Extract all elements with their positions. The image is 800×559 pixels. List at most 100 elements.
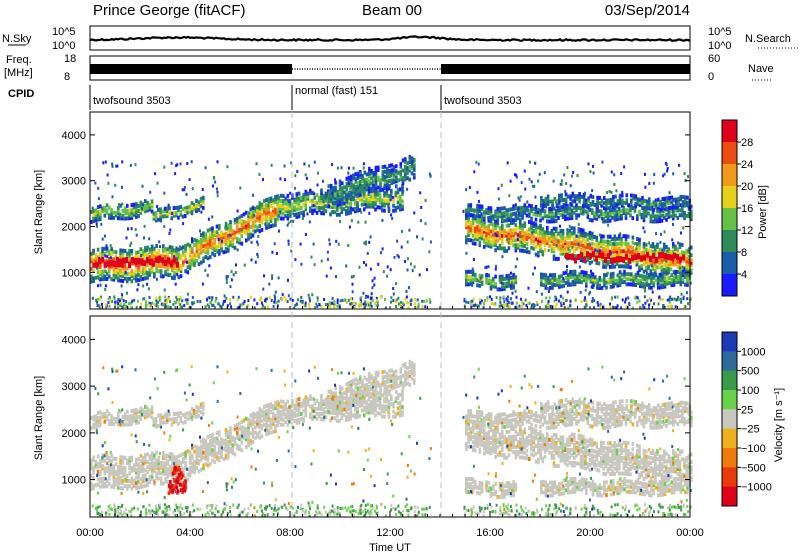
echo-cell	[157, 208, 160, 212]
echo-cell	[517, 238, 519, 241]
echo-cell	[375, 166, 378, 170]
echo-cell	[426, 300, 428, 303]
echo-cell	[490, 230, 493, 234]
echo-cell	[598, 241, 601, 245]
echo-cell	[562, 206, 564, 209]
echo-cell	[191, 206, 194, 210]
echo-cell	[131, 476, 134, 480]
echo-cell	[535, 223, 537, 226]
echo-cell	[223, 300, 225, 303]
echo-cell	[599, 234, 601, 237]
echo-cell	[186, 261, 188, 264]
echo-cell	[211, 226, 214, 230]
echo-cell	[126, 216, 129, 220]
echo-cell	[125, 300, 127, 303]
echo-cell	[302, 217, 304, 220]
echo-cell	[394, 256, 396, 259]
echo-cell	[178, 459, 181, 463]
echo-cell	[176, 298, 178, 301]
echo-cell	[544, 248, 547, 252]
echo-cell	[193, 243, 196, 247]
echo-cell	[101, 257, 104, 263]
echo-cell	[652, 253, 655, 259]
echo-cell	[646, 275, 649, 279]
echo-cell	[503, 295, 505, 298]
echo-cell	[358, 304, 360, 307]
echo-cell	[589, 218, 592, 222]
nave-tick-top: 60	[708, 53, 720, 65]
echo-cell	[274, 208, 277, 212]
echo-cell	[278, 300, 280, 303]
echo-cell	[168, 206, 171, 210]
echo-cell	[198, 252, 201, 256]
echo-cell	[410, 303, 412, 306]
echo-cell	[168, 204, 170, 207]
echo-cell	[216, 245, 219, 249]
echo-cell	[508, 246, 511, 250]
echo-cell	[670, 255, 673, 261]
echo-cell	[352, 290, 354, 293]
echo-cell	[627, 235, 630, 239]
echo-cell	[162, 482, 165, 486]
echo-cell	[236, 431, 239, 435]
echo-cell	[605, 263, 607, 266]
echo-cell	[672, 200, 674, 203]
echo-cell	[108, 213, 111, 217]
echo-cell	[173, 258, 176, 264]
echo-cell	[363, 162, 365, 165]
nsky-tick-top: 10^5	[52, 26, 76, 38]
echo-cell	[545, 197, 548, 201]
echo-cell	[122, 249, 125, 253]
echo-cell	[257, 235, 259, 238]
echo-cell	[107, 174, 109, 177]
echo-cell	[236, 224, 239, 228]
echo-cell	[225, 438, 228, 442]
echo-cell	[339, 220, 341, 223]
echo-cell	[674, 214, 677, 218]
echo-cell	[648, 182, 650, 185]
echo-cell	[226, 165, 228, 168]
echo-cell	[411, 171, 414, 175]
echo-cell	[640, 281, 642, 284]
echo-cell	[131, 300, 133, 303]
echo-cell	[623, 201, 626, 205]
echo-cell	[105, 284, 107, 287]
echo-cell	[246, 306, 248, 309]
echo-cell	[144, 468, 147, 472]
echo-cell	[668, 281, 671, 285]
echo-cell	[182, 260, 185, 264]
echo-cell	[282, 212, 285, 216]
echo-cell	[494, 275, 497, 279]
echo-cell	[329, 305, 331, 308]
echo-cell	[317, 184, 319, 187]
echo-cell	[384, 298, 386, 301]
echo-cell	[395, 282, 397, 285]
echo-cell	[216, 441, 219, 445]
echo-cell	[370, 195, 373, 199]
echo-cell	[629, 213, 632, 217]
nsearch-label: N.Search	[745, 33, 791, 45]
echo-cell	[234, 231, 237, 235]
echo-cell	[191, 237, 193, 240]
echo-cell	[149, 203, 152, 207]
echo-cell	[487, 299, 489, 302]
echo-cell	[644, 302, 646, 305]
echo-cell	[499, 244, 502, 248]
echo-cell	[474, 273, 477, 277]
echo-cell	[94, 182, 96, 185]
echo-cell	[395, 300, 397, 303]
echo-cell	[158, 456, 161, 460]
echo-cell	[214, 253, 217, 257]
echo-cell	[207, 303, 209, 306]
echo-cell	[136, 288, 138, 291]
echo-cell	[629, 245, 632, 249]
echo-cell	[149, 296, 151, 299]
echo-cell	[157, 301, 159, 304]
echo-cell	[135, 468, 138, 472]
echo-cell	[408, 286, 410, 289]
echo-cell	[662, 298, 664, 301]
echo-cell	[276, 301, 278, 304]
echo-cell	[506, 238, 508, 241]
echo-cell	[135, 458, 138, 462]
echo-cell	[656, 214, 659, 218]
